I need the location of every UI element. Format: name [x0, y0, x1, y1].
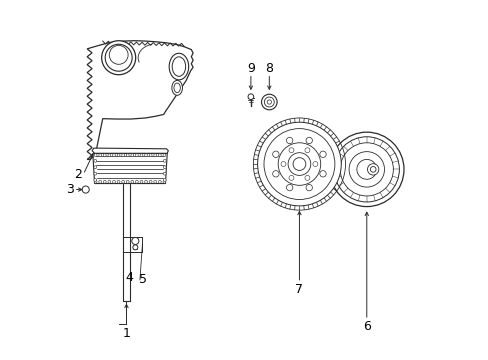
Circle shape — [94, 166, 97, 168]
Text: 1: 1 — [122, 327, 130, 339]
Circle shape — [135, 180, 138, 183]
Circle shape — [286, 184, 292, 191]
Circle shape — [305, 137, 312, 144]
Circle shape — [122, 180, 124, 183]
Circle shape — [103, 180, 106, 183]
Circle shape — [266, 100, 271, 104]
Circle shape — [272, 171, 279, 177]
Polygon shape — [87, 41, 193, 159]
Circle shape — [333, 137, 399, 202]
Circle shape — [257, 122, 341, 206]
Polygon shape — [92, 148, 168, 153]
Circle shape — [305, 184, 312, 191]
Circle shape — [158, 180, 161, 183]
Circle shape — [99, 180, 102, 183]
Circle shape — [94, 172, 97, 175]
Circle shape — [163, 159, 166, 162]
Circle shape — [112, 154, 115, 157]
Circle shape — [117, 154, 120, 157]
Text: 9: 9 — [246, 62, 254, 75]
Ellipse shape — [171, 80, 182, 95]
Circle shape — [149, 180, 152, 183]
Circle shape — [264, 97, 274, 107]
Text: 2: 2 — [74, 168, 81, 181]
Circle shape — [94, 154, 97, 157]
Circle shape — [108, 154, 111, 157]
Circle shape — [112, 180, 115, 183]
Circle shape — [135, 154, 138, 157]
Circle shape — [94, 179, 97, 181]
Circle shape — [126, 154, 129, 157]
Circle shape — [319, 171, 325, 177]
Circle shape — [292, 158, 305, 170]
Circle shape — [163, 154, 165, 157]
Circle shape — [109, 45, 128, 64]
Circle shape — [132, 238, 139, 244]
Circle shape — [140, 180, 142, 183]
Circle shape — [99, 154, 102, 157]
Circle shape — [369, 167, 375, 172]
Circle shape — [367, 164, 378, 175]
Circle shape — [163, 179, 166, 181]
Circle shape — [356, 159, 376, 179]
Circle shape — [329, 132, 403, 207]
Circle shape — [278, 143, 320, 185]
Circle shape — [144, 154, 147, 157]
Circle shape — [261, 94, 277, 110]
Polygon shape — [93, 153, 167, 184]
Circle shape — [340, 143, 392, 196]
Circle shape — [140, 154, 142, 157]
Circle shape — [131, 180, 133, 183]
Circle shape — [154, 154, 156, 157]
Ellipse shape — [174, 83, 180, 93]
Circle shape — [288, 175, 293, 180]
Ellipse shape — [172, 57, 185, 76]
Circle shape — [105, 44, 132, 71]
Text: 8: 8 — [265, 62, 273, 75]
Circle shape — [281, 162, 285, 167]
Circle shape — [305, 175, 309, 180]
Circle shape — [158, 154, 161, 157]
Circle shape — [312, 162, 317, 167]
Circle shape — [163, 180, 165, 183]
Circle shape — [154, 180, 156, 183]
Circle shape — [264, 129, 334, 199]
Circle shape — [163, 172, 166, 175]
Circle shape — [122, 154, 124, 157]
Circle shape — [131, 154, 133, 157]
Circle shape — [272, 151, 279, 157]
Circle shape — [82, 186, 89, 193]
Text: 7: 7 — [295, 283, 303, 296]
Circle shape — [287, 153, 310, 175]
Circle shape — [133, 245, 138, 250]
Circle shape — [149, 154, 152, 157]
Text: 5: 5 — [139, 274, 147, 287]
Text: 6: 6 — [362, 320, 370, 333]
Text: 3: 3 — [66, 183, 74, 196]
Circle shape — [126, 180, 129, 183]
Circle shape — [108, 180, 111, 183]
Circle shape — [117, 180, 120, 183]
Circle shape — [94, 159, 97, 162]
Circle shape — [94, 180, 97, 183]
Circle shape — [319, 151, 325, 157]
Circle shape — [286, 137, 292, 144]
Circle shape — [163, 166, 166, 168]
Circle shape — [305, 148, 309, 153]
Circle shape — [103, 154, 106, 157]
Circle shape — [247, 94, 253, 100]
Text: 4: 4 — [125, 271, 133, 284]
Circle shape — [348, 152, 384, 187]
Circle shape — [144, 180, 147, 183]
Ellipse shape — [169, 53, 188, 80]
Circle shape — [288, 148, 293, 153]
Circle shape — [102, 41, 135, 75]
